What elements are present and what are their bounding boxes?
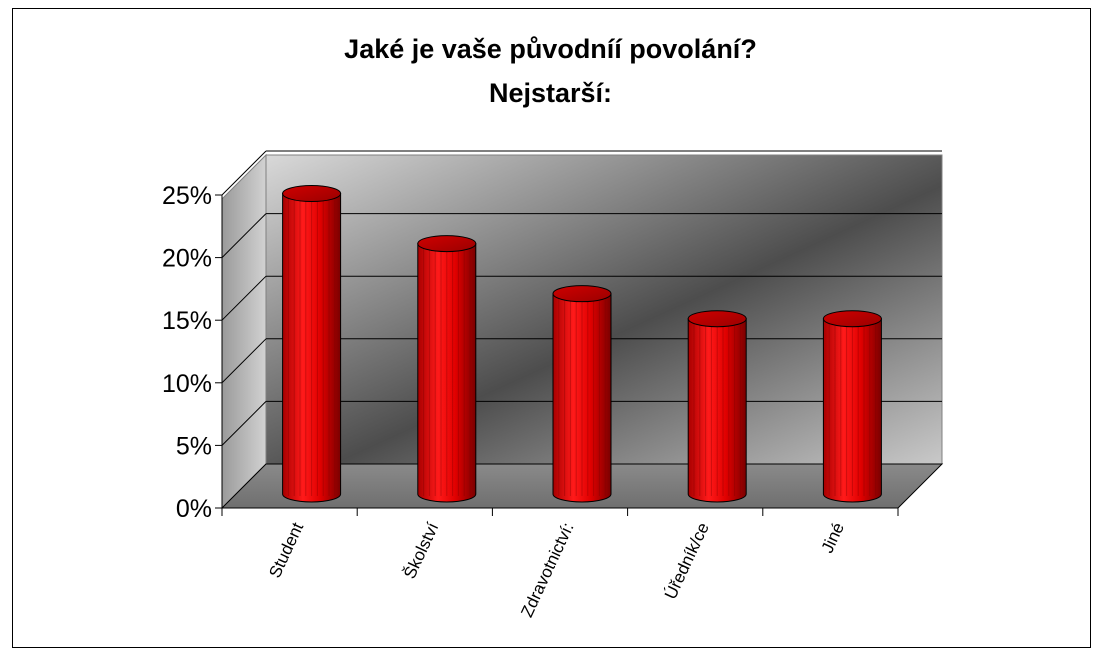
bar-body [552,293,612,503]
bar-body [417,243,477,503]
bar-top [417,235,477,253]
y-tick-label: 15% [162,307,212,335]
side-wall [221,153,267,510]
bar-top [822,310,882,328]
gridline-side [221,338,267,384]
chart-title-line-1: Jaké je vaše původníí povolání? [344,34,757,64]
bar-body [687,318,747,503]
bar-body [822,318,882,503]
gridline-side [221,150,267,196]
y-tick-label: 0% [176,495,212,523]
bar-top [687,310,747,328]
bar [822,310,882,503]
bar [417,235,477,503]
x-tick-label: Student [265,519,307,580]
y-tick-label: 25% [162,182,212,210]
bar [282,185,342,503]
y-tick-label: 10% [162,370,212,398]
chart-title-line-2: Nejstarší: [488,78,613,108]
bar-top [282,185,342,203]
bar [687,310,747,503]
bar [552,285,612,503]
gridline-side [221,275,267,321]
x-tick-label: Jiné [818,520,848,556]
bar-top [552,285,612,303]
bar-body [282,193,342,503]
x-tick-label: Školství [400,519,442,581]
gridline-side [221,213,267,258]
y-tick-label: 20% [162,245,212,273]
gridline-side [221,401,267,446]
x-tick-label: Úředník/ce [661,520,713,603]
x-tick-label: Zdravotnictví: [517,520,577,621]
y-tick-label: 5% [176,432,212,460]
